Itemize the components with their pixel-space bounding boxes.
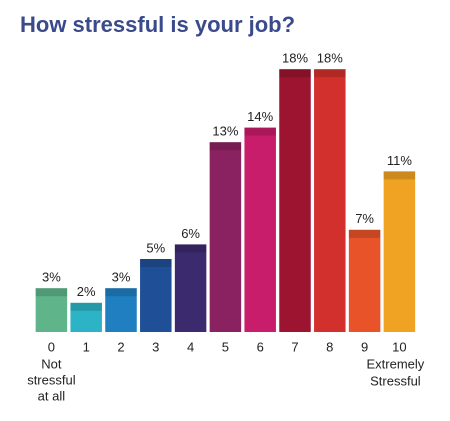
x-tick-label: 3 — [152, 339, 159, 354]
x-tick-label: 0 — [48, 339, 55, 354]
bar-cap — [244, 127, 276, 136]
bar — [174, 244, 207, 332]
chart-title: How stressful is your job? — [20, 12, 295, 37]
value-label: 3% — [42, 270, 61, 285]
value-label: 3% — [112, 270, 131, 285]
x-tick-label: 2 — [117, 339, 124, 354]
bar — [314, 69, 346, 332]
x-tick-label: 1 — [83, 339, 90, 354]
low-label: at all — [38, 388, 66, 403]
bar — [140, 259, 172, 332]
low-label: stressful — [27, 372, 76, 387]
bar — [383, 171, 416, 332]
value-label: 11% — [387, 153, 412, 168]
bar-cap — [348, 229, 381, 238]
high-label: Stressful — [370, 373, 421, 388]
x-tick-label: 6 — [257, 339, 264, 354]
high-label: Extremely — [367, 356, 425, 371]
x-tick-label: 5 — [222, 339, 229, 354]
bar-cap — [70, 302, 102, 311]
bar-cap — [35, 288, 68, 297]
bar — [70, 302, 102, 332]
bar — [348, 229, 381, 332]
bar-cap — [209, 142, 242, 151]
bar — [279, 69, 311, 332]
bar-cap — [140, 259, 172, 267]
low-label: Not — [41, 356, 62, 371]
value-label: 18% — [282, 51, 308, 66]
bar — [35, 288, 68, 332]
bar-cap — [105, 288, 137, 297]
bar-cap — [314, 69, 346, 78]
value-label: 2% — [77, 284, 96, 299]
value-label: 5% — [146, 240, 165, 255]
x-tick-label: 8 — [326, 339, 333, 354]
bar-cap — [383, 171, 416, 180]
value-label: 14% — [247, 109, 273, 124]
value-label: 13% — [212, 124, 238, 139]
bar-cap — [279, 69, 311, 78]
value-label: 6% — [181, 226, 200, 241]
bar — [105, 288, 137, 332]
bar — [209, 142, 242, 332]
x-tick-label: 4 — [187, 339, 194, 354]
bar — [244, 127, 276, 332]
x-tick-label: 10 — [392, 339, 406, 354]
value-label: 18% — [317, 51, 343, 66]
x-tick-label: 7 — [291, 339, 298, 354]
value-label: 7% — [355, 211, 374, 226]
x-tick-label: 9 — [361, 339, 368, 354]
bar-cap — [174, 244, 207, 253]
